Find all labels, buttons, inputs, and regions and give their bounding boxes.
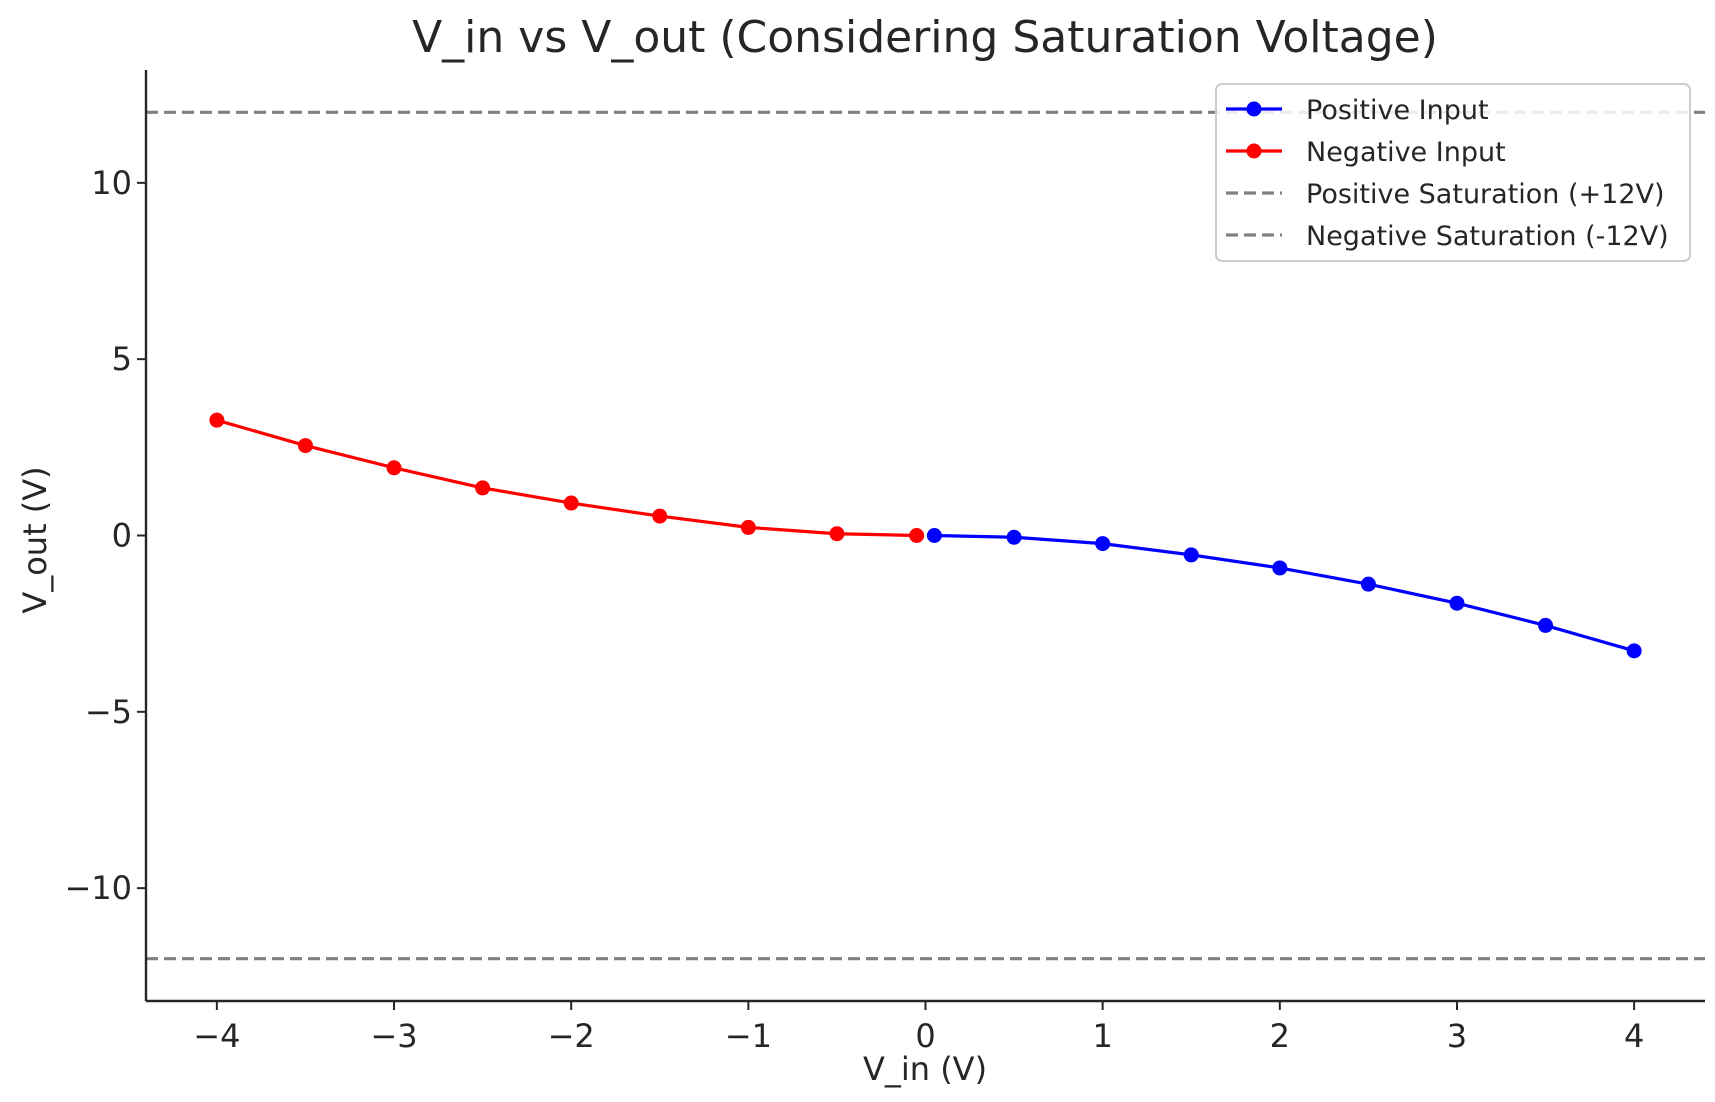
- x-tick-label: 0: [915, 1017, 935, 1055]
- chart-title: V_in vs V_out (Considering Saturation Vo…: [412, 12, 1438, 63]
- data-point: [652, 508, 668, 524]
- data-point: [1626, 643, 1642, 659]
- x-tick-label: 2: [1270, 1017, 1290, 1055]
- data-point: [1183, 547, 1199, 563]
- data-point: [209, 412, 225, 428]
- series-markers: [209, 412, 1642, 659]
- legend-item: Positive Saturation (+12V): [1226, 179, 1665, 210]
- x-tick-label: −1: [725, 1017, 772, 1055]
- data-point: [926, 528, 942, 543]
- x-axis-label: V_in (V): [863, 1050, 987, 1088]
- x-tick-label: −4: [193, 1017, 240, 1055]
- y-axis-ticks: −10 −5 0 5 10: [64, 164, 146, 907]
- x-tick-label: −3: [370, 1017, 417, 1055]
- legend-marker: [1246, 143, 1262, 159]
- data-point: [909, 528, 925, 543]
- data-point: [386, 460, 402, 476]
- y-tick-label: 0: [112, 517, 132, 555]
- data-point: [475, 480, 491, 496]
- series-lines: [216, 418, 1635, 653]
- legend-item: Negative Saturation (-12V): [1226, 221, 1669, 252]
- x-tick-label: 1: [1092, 1017, 1112, 1055]
- legend-label: Negative Saturation (-12V): [1306, 221, 1669, 252]
- legend-frame: [1215, 83, 1691, 262]
- y-tick-label: 5: [112, 340, 132, 378]
- data-point: [1360, 576, 1376, 592]
- legend-item: Negative Input: [1226, 137, 1506, 168]
- data-point: [563, 495, 579, 511]
- series-line-0: [934, 533, 1635, 653]
- data-point: [1006, 529, 1022, 545]
- data-point: [1449, 595, 1465, 611]
- x-axis-ticks: −4 −3 −2 −1 0 1 2 3 4: [193, 1001, 1644, 1055]
- x-tick-label: 4: [1624, 1017, 1644, 1055]
- legend-label: Negative Input: [1306, 137, 1506, 168]
- data-point: [1095, 536, 1111, 552]
- x-tick-label: −2: [548, 1017, 595, 1055]
- data-point: [1538, 617, 1554, 633]
- legend-marker: [1246, 101, 1262, 117]
- y-tick-label: −10: [64, 869, 132, 907]
- y-tick-label: 10: [91, 164, 132, 202]
- legend-items: Positive Input Negative Input Positive Sat…: [1226, 95, 1669, 252]
- legend-label: Positive Saturation (+12V): [1306, 179, 1665, 210]
- legend-item: Positive Input: [1226, 95, 1489, 126]
- data-point: [740, 519, 756, 535]
- series-line-1: [216, 418, 917, 538]
- legend-label: Positive Input: [1306, 95, 1489, 126]
- legend: Positive Input Negative Input Positive Sat…: [1215, 83, 1691, 262]
- y-axis-label: V_out (V): [16, 466, 54, 613]
- x-tick-label: 3: [1447, 1017, 1467, 1055]
- y-tick-label: −5: [85, 693, 132, 731]
- data-point: [829, 526, 845, 542]
- data-point: [1272, 560, 1288, 576]
- data-point: [297, 438, 313, 454]
